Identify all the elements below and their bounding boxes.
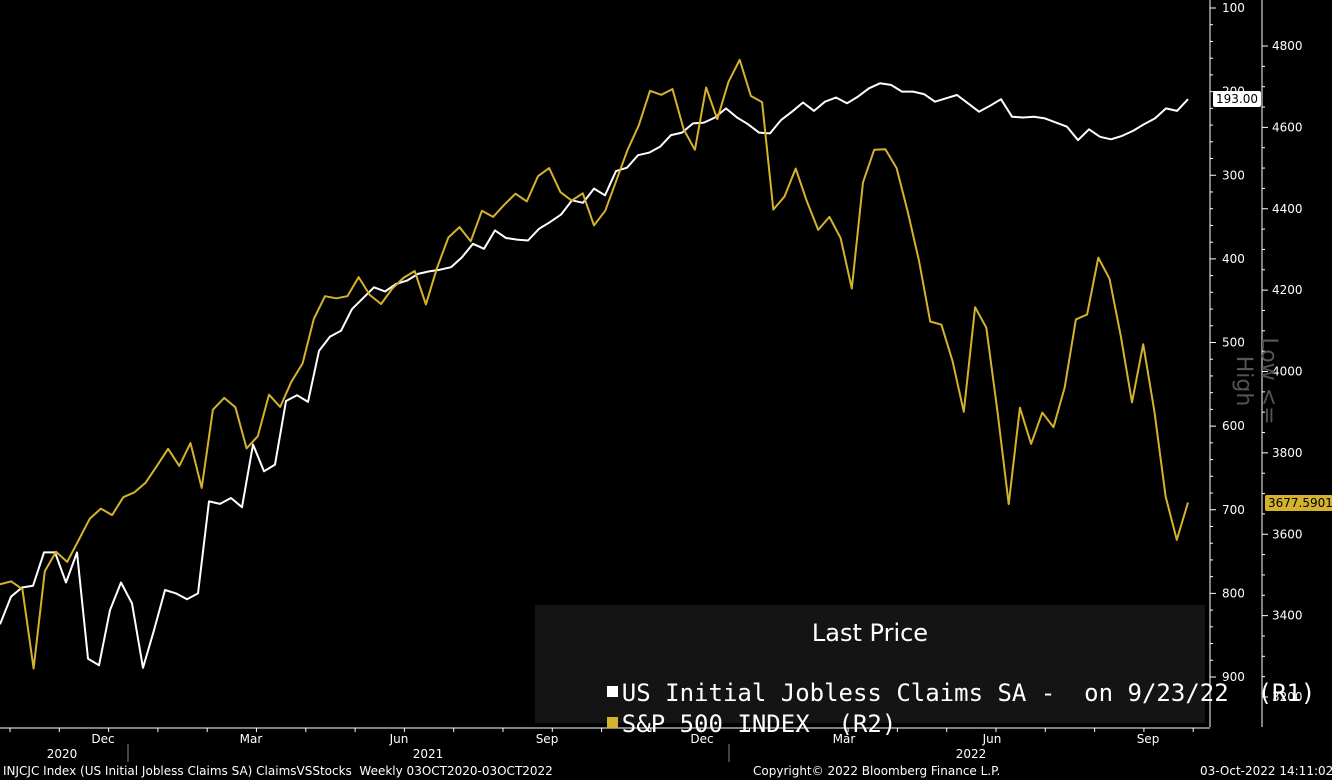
footer-timestamp: 03-Oct-2022 14:11:02 [1200, 764, 1332, 778]
x-month-label: Mar [240, 732, 263, 746]
r2-tick-label: 4000 [1272, 365, 1303, 379]
r1-tick-label: 900 [1222, 670, 1245, 684]
r2-tick-label: 3200 [1272, 690, 1303, 704]
series-layer [0, 58, 1189, 670]
legend-item-spx: S&P 500 INDEX (R2) [549, 682, 896, 766]
r2-tick-label: 4800 [1272, 39, 1303, 53]
x-month-label: Mar [833, 732, 856, 746]
x-month-label: Sep [536, 732, 559, 746]
r2-axis: 3200 3400 3600 3800 4000 4200 4400 4600 4800 [1262, 39, 1303, 704]
r1-axis: 100200300400500600700800900 [1210, 1, 1245, 684]
x-month-label: Jun [389, 732, 409, 746]
axis-lines [0, 0, 1263, 729]
r2-tick-label: 3400 [1272, 609, 1303, 623]
series-line-jobless-claims [0, 82, 1189, 669]
legend: Last Price US Initial Jobless Claims SA … [535, 605, 1315, 738]
x-year-label: 2021 [413, 747, 444, 761]
footer-description: INJCJC Index (US Initial Jobless Claims … [3, 764, 553, 778]
r1-tick-label: 600 [1222, 419, 1245, 433]
r2-tick-label: 4400 [1272, 202, 1303, 216]
r1-tick-label: 500 [1222, 336, 1245, 350]
r1-tick-label: 800 [1222, 586, 1245, 600]
claims-last-value-tag: 193.00 [1213, 91, 1261, 108]
r2-tick-label: 3600 [1272, 527, 1303, 541]
legend-label-spx: S&P 500 INDEX (R2) [621, 710, 897, 738]
r2-tick-label: 4200 [1272, 283, 1303, 297]
x-month-label: Sep [1137, 732, 1160, 746]
r1-tick-label: 300 [1222, 168, 1245, 182]
legend-label-claims: US Initial Jobless Claims SA - on 9/23/2… [621, 679, 1316, 707]
x-month-label: Dec [91, 732, 114, 746]
footer-copyright: Copyright© 2022 Bloomberg Finance L.P. [753, 764, 1001, 778]
r2-tick-label: 3800 [1272, 446, 1303, 460]
x-year-label: 2022 [956, 747, 987, 761]
r2-tick-label: 4600 [1272, 120, 1303, 134]
r1-tick-label: 400 [1222, 252, 1245, 266]
legend-item-claims: US Initial Jobless Claims SA - on 9/23/2… [549, 651, 1315, 735]
legend-swatch-spx [606, 716, 618, 728]
x-month-label: Jun [982, 732, 1002, 746]
spx-last-value-tag: 3677.5901 [1265, 494, 1332, 511]
r1-tick-label: 700 [1222, 503, 1245, 517]
x-month-label: Dec [690, 732, 713, 746]
x-year-label: 2020 [47, 747, 78, 761]
legend-swatch-claims [606, 685, 618, 697]
x-axis: Dec Mar Jun Sep Dec Mar Jun Sep 2020 2021 2022 [9, 728, 1194, 762]
legend-title: Last Price [811, 619, 929, 647]
r1-axis-label: Low <= High [1231, 337, 1281, 425]
r1-tick-label: 100 [1222, 1, 1245, 15]
series-line-sp500 [0, 58, 1189, 670]
